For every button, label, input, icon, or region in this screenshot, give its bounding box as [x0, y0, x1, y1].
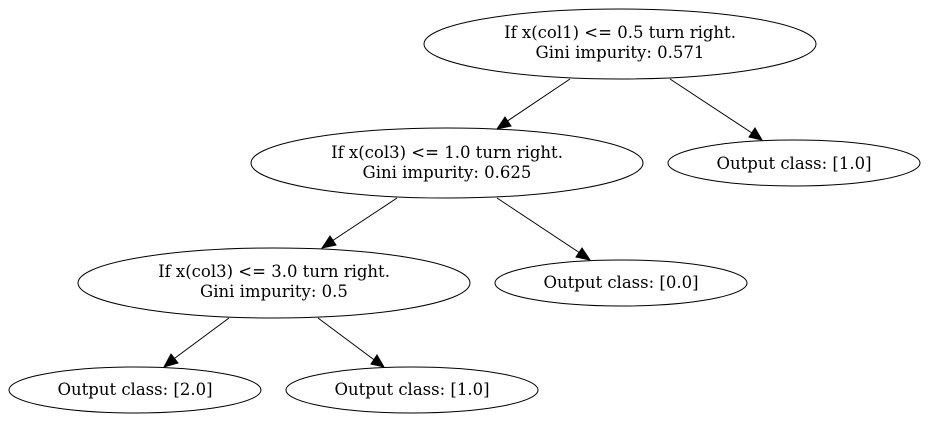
node-leaf-1-output: Output class: [1.0]	[334, 380, 489, 399]
node-leaf-2-output: Output class: [2.0]	[57, 380, 212, 399]
edge-root-to-left	[495, 78, 571, 130]
node-left-leaf: Output class: [0.0]	[494, 259, 748, 307]
node-root-leaf-output: Output class: [1.0]	[716, 154, 871, 173]
node-root-leaf: Output class: [1.0]	[667, 139, 921, 187]
node-leaf-1: Output class: [1.0]	[285, 366, 539, 414]
edge-left-left-to-leaf-1	[317, 317, 386, 368]
node-root-gini: Gini impurity: 0.571	[536, 43, 705, 62]
node-left-left: If x(col3) <= 3.0 turn right. Gini impur…	[77, 247, 471, 319]
node-root-condition: If x(col1) <= 0.5 turn right.	[504, 23, 736, 42]
edge-left-to-left-left	[320, 197, 398, 249]
node-left-leaf-output: Output class: [0.0]	[543, 273, 698, 292]
node-left: If x(col3) <= 1.0 turn right. Gini impur…	[250, 127, 644, 199]
node-left-gini: Gini impurity: 0.625	[363, 163, 532, 182]
edge-root-to-root-leaf	[669, 78, 764, 141]
edge-left-left-to-leaf-2	[162, 317, 230, 368]
node-left-left-gini: Gini impurity: 0.5	[200, 282, 348, 301]
edge-left-to-left-leaf	[496, 197, 592, 261]
node-root: If x(col1) <= 0.5 turn right. Gini impur…	[423, 8, 817, 80]
node-leaf-2: Output class: [2.0]	[8, 366, 262, 414]
node-left-condition: If x(col3) <= 1.0 turn right.	[331, 143, 563, 162]
node-left-left-condition: If x(col3) <= 3.0 turn right.	[158, 262, 390, 281]
